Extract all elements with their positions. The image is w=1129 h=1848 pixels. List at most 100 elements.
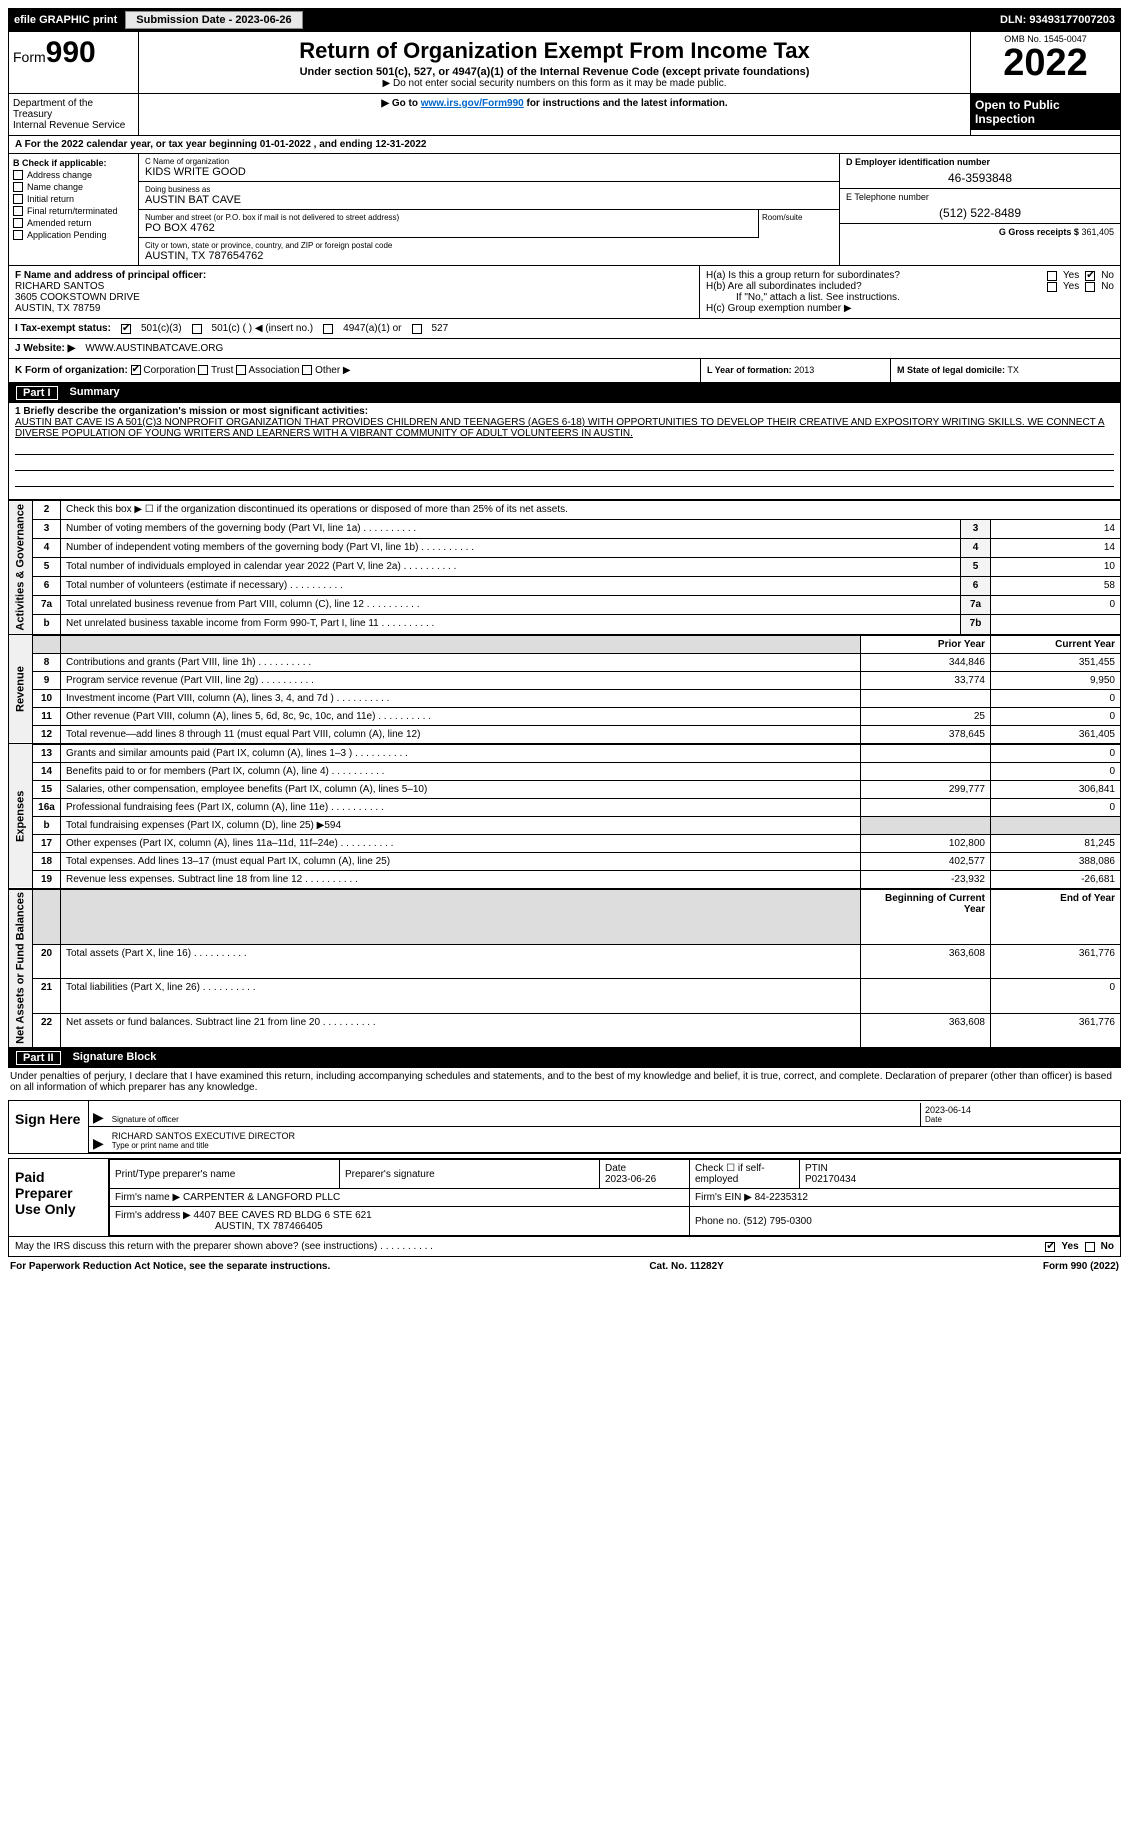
hb-no-checkbox[interactable] (1085, 282, 1095, 292)
dept-treasury: Department of the Treasury (13, 98, 134, 120)
year-block: OMB No. 1545-0047 2022 (970, 32, 1120, 93)
checkbox-name-change[interactable] (13, 182, 23, 192)
form-note-ssn: ▶ Do not enter social security numbers o… (143, 78, 966, 89)
ein-phone-col: D Employer identification number 46-3593… (840, 154, 1120, 265)
website-label: J Website: ▶ (15, 343, 75, 354)
checkbox-initial-return[interactable] (13, 194, 23, 204)
part2-label: Part II (16, 1051, 61, 1065)
netassets-vert-label: Net Assets or Fund Balances (9, 889, 33, 1048)
officer-name-title: RICHARD SANTOS EXECUTIVE DIRECTOR (112, 1131, 1116, 1141)
submission-date-button[interactable]: Submission Date - 2023-06-26 (125, 11, 302, 29)
tax-exempt-row: I Tax-exempt status: 501(c)(3) 501(c) ( … (8, 319, 1121, 339)
sig-officer-label: Signature of officer (112, 1115, 916, 1124)
open-public-badge: Open to Public Inspection (971, 94, 1120, 130)
prep-date-value: 2023-06-26 (605, 1174, 656, 1185)
form-title-block: Return of Organization Exempt From Incom… (139, 32, 970, 93)
officer-city: AUSTIN, TX 78759 (15, 303, 100, 314)
street-value: PO BOX 4762 (145, 222, 752, 234)
4947-checkbox[interactable] (323, 324, 333, 334)
checkbox-amended[interactable] (13, 218, 23, 228)
website-value: WWW.AUSTINBATCAVE.ORG (85, 343, 223, 354)
self-employed-check: Check ☐ if self-employed (690, 1160, 800, 1189)
discuss-yes-checkbox[interactable] (1045, 1242, 1055, 1252)
form-number: 990 (46, 36, 96, 69)
revenue-vert-label: Revenue (9, 635, 33, 743)
page-footer: For Paperwork Reduction Act Notice, see … (8, 1257, 1121, 1276)
form-ref: Form 990 (2022) (1043, 1261, 1119, 1272)
street-label: Number and street (or P.O. box if mail i… (145, 213, 752, 222)
netassets-table: Net Assets or Fund Balances Beginning of… (8, 889, 1121, 1049)
checkbox-address-change[interactable] (13, 170, 23, 180)
hb-note: If "No," attach a list. See instructions… (706, 292, 1114, 303)
prior-year-header: Prior Year (861, 635, 991, 653)
state-domicile-value: TX (1007, 365, 1019, 375)
ein-label: D Employer identification number (846, 157, 990, 167)
form-prefix: Form (13, 49, 46, 65)
form-title: Return of Organization Exempt From Incom… (143, 38, 966, 64)
checkbox-final-return[interactable] (13, 206, 23, 216)
firm-phone-value: (512) 795-0300 (743, 1216, 811, 1227)
corp-checkbox[interactable] (131, 365, 141, 375)
dba-label: Doing business as (145, 185, 833, 194)
hb-yes-checkbox[interactable] (1047, 282, 1057, 292)
mission-block: 1 Briefly describe the organization's mi… (8, 403, 1121, 500)
ptin-value: P02170434 (805, 1174, 856, 1185)
other-checkbox[interactable] (302, 365, 312, 375)
goto-suffix: for instructions and the latest informat… (524, 98, 728, 109)
org-name-value: KIDS WRITE GOOD (145, 166, 833, 178)
expenses-vert-label: Expenses (9, 744, 33, 888)
penalties-text: Under penalties of perjury, I declare th… (8, 1068, 1121, 1096)
cat-number: Cat. No. 11282Y (649, 1261, 723, 1272)
paid-preparer-block: Paid Preparer Use Only Print/Type prepar… (8, 1158, 1121, 1237)
527-checkbox[interactable] (412, 324, 422, 334)
irs-label: Internal Revenue Service (13, 120, 134, 131)
sign-here-label: Sign Here (9, 1101, 89, 1153)
discuss-row: May the IRS discuss this return with the… (8, 1237, 1121, 1257)
irs-link[interactable]: www.irs.gov/Form990 (421, 98, 524, 109)
sig-date-value: 2023-06-14 (925, 1105, 1116, 1115)
city-label: City or town, state or province, country… (145, 241, 833, 250)
prep-name-header: Print/Type preparer's name (110, 1160, 340, 1189)
part2-title: Signature Block (73, 1051, 157, 1065)
paperwork-notice: For Paperwork Reduction Act Notice, see … (10, 1261, 330, 1272)
officer-name: RICHARD SANTOS (15, 281, 104, 292)
part1-title: Summary (70, 386, 120, 400)
ha-yes-checkbox[interactable] (1047, 271, 1057, 281)
col-b-header: B Check if applicable: (13, 158, 107, 168)
sign-here-block: Sign Here ▶ Signature of officer 2023-06… (8, 1100, 1121, 1154)
form-header: Form990 Return of Organization Exempt Fr… (8, 32, 1121, 94)
officer-label: F Name and address of principal officer: (15, 270, 206, 281)
part1-header: Part I Summary (8, 383, 1121, 403)
form-org-row: K Form of organization: Corporation Trus… (8, 359, 1121, 383)
ha-no-checkbox[interactable] (1085, 271, 1095, 281)
501c-checkbox[interactable] (192, 324, 202, 334)
phone-label: E Telephone number (846, 192, 1114, 202)
ein-value: 46-3593848 (846, 167, 1114, 185)
firm-name-value: CARPENTER & LANGFORD PLLC (183, 1192, 340, 1203)
checkbox-app-pending[interactable] (13, 230, 23, 240)
trust-checkbox[interactable] (198, 365, 208, 375)
expenses-table: Expenses 13Grants and similar amounts pa… (8, 744, 1121, 889)
room-suite-label: Room/suite (759, 210, 839, 238)
preparer-table: Print/Type preparer's name Preparer's si… (109, 1159, 1120, 1236)
paid-preparer-label: Paid Preparer Use Only (9, 1159, 109, 1236)
tax-year: 2022 (973, 44, 1118, 82)
governance-vert-label: Activities & Governance (9, 501, 33, 635)
officer-street: 3605 COOKSTOWN DRIVE (15, 292, 140, 303)
mission-text: AUSTIN BAT CAVE IS A 501(C)3 NONPROFIT O… (15, 417, 1114, 439)
assoc-checkbox[interactable] (236, 365, 246, 375)
entity-info-block: B Check if applicable: Address change Na… (8, 154, 1121, 266)
firm-ein-value: 84-2235312 (755, 1192, 808, 1203)
dln-label: DLN: 93493177007203 (1000, 14, 1115, 26)
officer-group-block: F Name and address of principal officer:… (8, 266, 1121, 319)
discuss-no-checkbox[interactable] (1085, 1242, 1095, 1252)
goto-prefix: ▶ Go to (381, 98, 420, 109)
year-formation-label: L Year of formation: (707, 365, 792, 375)
gross-receipts-label: G Gross receipts $ (999, 227, 1079, 237)
501c3-checkbox[interactable] (121, 324, 131, 334)
ha-label: H(a) Is this a group return for subordin… (706, 270, 900, 281)
name-title-label: Type or print name and title (112, 1141, 1116, 1150)
form-number-cell: Form990 (9, 32, 139, 93)
hb-label: H(b) Are all subordinates included? (706, 281, 862, 292)
form-org-label: K Form of organization: (15, 365, 128, 376)
